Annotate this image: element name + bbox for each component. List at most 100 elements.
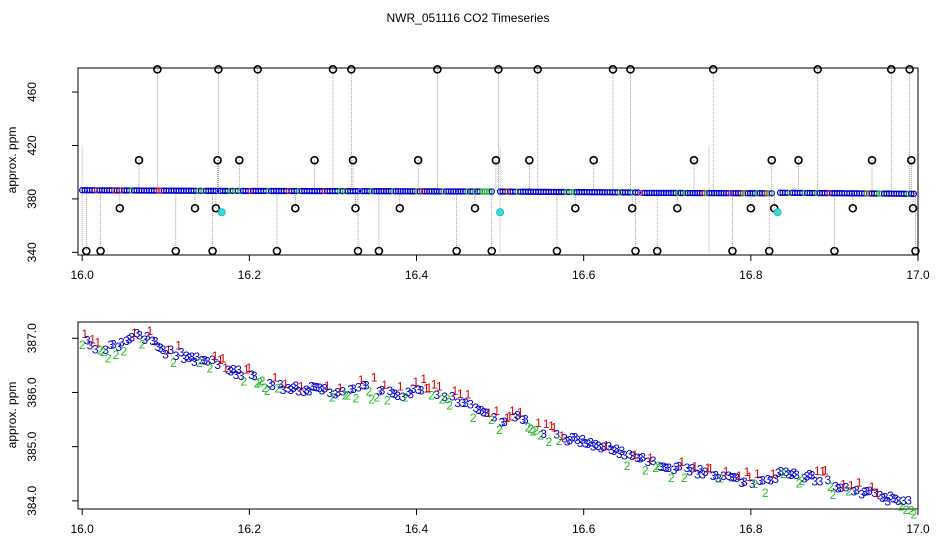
y-tick-label: 387.0 bbox=[25, 323, 39, 353]
series-3-point: 3 bbox=[866, 484, 873, 498]
series-2-point: 2 bbox=[105, 351, 112, 365]
series-1-point: 1 bbox=[175, 339, 182, 353]
series-3-point: 3 bbox=[319, 384, 326, 398]
series-3-point: 3 bbox=[689, 462, 696, 476]
series-1-point: 1 bbox=[691, 460, 698, 474]
series-3-point: 3 bbox=[843, 481, 850, 495]
series-3-point: 3 bbox=[879, 491, 886, 505]
spike-point bbox=[452, 246, 461, 256]
series-3-point: 3 bbox=[472, 401, 479, 415]
series-1-point: 1 bbox=[559, 429, 566, 443]
spike-point bbox=[830, 246, 839, 256]
series-2-point: 2 bbox=[527, 422, 534, 436]
y-tick-label: 385.0 bbox=[25, 431, 39, 461]
series-2-point: 2 bbox=[624, 459, 631, 473]
series-3-point: 3 bbox=[634, 451, 641, 465]
series-3-point: 3 bbox=[449, 389, 456, 403]
series-1-point: 1 bbox=[848, 478, 855, 492]
series-1-point: 1 bbox=[246, 361, 253, 375]
spike-point bbox=[153, 65, 162, 74]
calibration-point bbox=[217, 208, 226, 217]
spike-point bbox=[82, 246, 91, 256]
series-3-point: 3 bbox=[327, 386, 334, 400]
series-2-point: 2 bbox=[259, 374, 266, 388]
series-3-point: 3 bbox=[199, 354, 206, 368]
spike-point bbox=[171, 246, 181, 256]
series-3-point: 3 bbox=[418, 384, 425, 398]
series-3-point: 3 bbox=[626, 447, 633, 461]
series-3-point: 3 bbox=[441, 390, 448, 404]
series-2-point: 2 bbox=[100, 345, 107, 359]
series-2-point: 2 bbox=[444, 392, 451, 406]
series-3-point: 3 bbox=[764, 473, 771, 487]
series-2-point: 2 bbox=[353, 391, 360, 405]
series-3-point: 3 bbox=[123, 334, 130, 348]
series-1-point: 1 bbox=[486, 406, 493, 420]
series-2-point: 2 bbox=[908, 504, 915, 518]
series-1-point: 1 bbox=[423, 381, 430, 395]
spike-point bbox=[211, 203, 221, 213]
lower-panel: approx. ppm 16.0 16.2 16.4 16.6 16.8 17.0 384.… bbox=[5, 321, 930, 536]
spike-point bbox=[235, 155, 244, 165]
series-2-point: 2 bbox=[264, 384, 271, 398]
spike-point bbox=[886, 65, 896, 74]
series-2-point: 2 bbox=[827, 480, 834, 494]
series-3-point: 3 bbox=[564, 435, 571, 449]
series-1-point: 1 bbox=[856, 475, 863, 489]
series-3-point: 3 bbox=[853, 484, 860, 498]
series-1-point: 1 bbox=[551, 421, 558, 435]
series-2-point: 2 bbox=[439, 393, 446, 407]
series-1-point: 1 bbox=[869, 480, 876, 494]
series-3-point: 3 bbox=[731, 471, 738, 485]
series-3-point: 3 bbox=[772, 472, 779, 486]
series-2-point: 2 bbox=[274, 381, 281, 395]
plot-frame bbox=[77, 67, 919, 256]
series-3-point: 3 bbox=[699, 467, 706, 481]
series-3-point: 3 bbox=[334, 386, 341, 400]
series-2-point: 2 bbox=[97, 344, 104, 358]
series-2-point: 2 bbox=[428, 389, 435, 403]
series-3-point: 3 bbox=[684, 461, 691, 475]
series-1-point: 1 bbox=[548, 419, 555, 433]
series-3-point: 3 bbox=[160, 343, 167, 357]
spike-point bbox=[867, 155, 877, 165]
series-3-point: 3 bbox=[905, 494, 912, 508]
spike-point bbox=[631, 246, 640, 256]
series-3-point: 3 bbox=[788, 468, 795, 482]
x-tick-label: 16.6 bbox=[572, 268, 596, 282]
series-1-point: 1 bbox=[282, 377, 289, 391]
x-tick-label: 16.4 bbox=[405, 268, 429, 282]
series-3-point: 3 bbox=[671, 463, 678, 477]
spike-point bbox=[708, 65, 718, 74]
series-3-point: 3 bbox=[801, 472, 808, 486]
series-3-point: 3 bbox=[144, 330, 151, 344]
spike-point bbox=[652, 246, 662, 256]
series-3-point: 3 bbox=[832, 479, 839, 493]
baseline-point bbox=[488, 188, 495, 195]
series-3-point: 3 bbox=[227, 365, 234, 379]
series-3-point: 3 bbox=[569, 430, 576, 444]
series-3-point: 3 bbox=[233, 368, 240, 382]
series-1-point: 1 bbox=[431, 378, 438, 392]
spike-point bbox=[491, 155, 501, 165]
y-tick-label: 460 bbox=[25, 82, 39, 102]
spike-point bbox=[115, 203, 125, 213]
series-3-point: 3 bbox=[285, 381, 292, 395]
series-3-point: 3 bbox=[553, 427, 560, 441]
series-3-point: 3 bbox=[355, 381, 362, 395]
baseline-point bbox=[908, 190, 915, 198]
spike-point bbox=[395, 203, 405, 213]
series-3-point: 3 bbox=[694, 468, 701, 482]
series-3-point: 3 bbox=[102, 343, 109, 357]
series-3-point: 3 bbox=[363, 378, 370, 392]
series-3-point: 3 bbox=[778, 465, 785, 479]
series-2-point: 2 bbox=[910, 507, 917, 521]
spike-point bbox=[589, 155, 599, 165]
series-3-point: 3 bbox=[191, 355, 198, 369]
series-2-point: 2 bbox=[488, 413, 495, 427]
spike-point bbox=[627, 203, 637, 213]
series-2-point: 2 bbox=[79, 338, 86, 352]
spike-point bbox=[214, 65, 223, 74]
baseline-point bbox=[634, 189, 642, 196]
